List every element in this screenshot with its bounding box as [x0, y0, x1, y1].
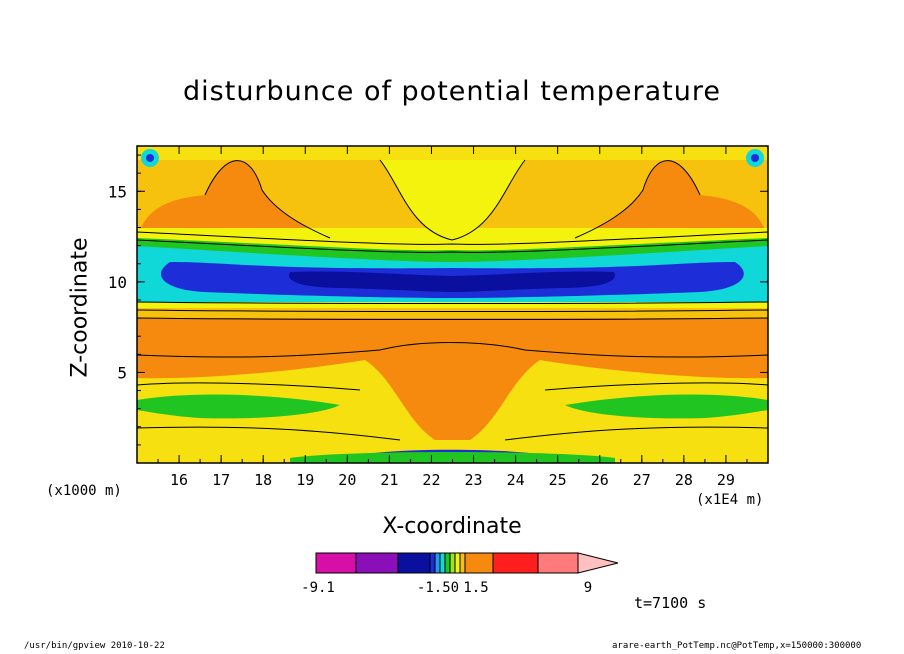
colorbar-label: 1.5 — [463, 580, 488, 596]
corner-spot-right-core — [751, 154, 759, 162]
x-tick-label: 25 — [549, 471, 567, 489]
colorbar-segment — [434, 552, 441, 574]
colorbar-segment — [464, 552, 494, 574]
y-tick-label: 15 — [108, 182, 127, 201]
colorbar-segment — [454, 552, 461, 574]
x-tick-label: 21 — [380, 471, 398, 489]
x-tick-label: 16 — [170, 471, 188, 489]
x-tick-label: 26 — [591, 471, 609, 489]
y-tick-label: 10 — [108, 273, 127, 292]
dark-blue-core — [288, 271, 616, 292]
x-tick-label: 20 — [338, 471, 356, 489]
colorbar-segment — [429, 552, 436, 574]
x-axis-unit: (x1E4 m) — [696, 492, 764, 508]
colorbar-segment — [439, 552, 446, 574]
colorbar-segment — [449, 552, 456, 574]
x-axis-ticks: 16 17 18 19 20 21 22 23 24 25 26 27 28 29 — [157, 146, 748, 489]
upper-left-dome — [140, 160, 330, 242]
x-tick-label: 28 — [675, 471, 693, 489]
colorbar-label: -1.50 — [417, 580, 459, 596]
y-axis-ticks: 5 10 15 — [108, 154, 768, 446]
y-axis-unit: (x1000 m) — [46, 483, 122, 499]
x-tick-label: 29 — [717, 471, 735, 489]
y-tick-label: 5 — [117, 363, 127, 382]
upper-yellow-band — [137, 228, 768, 250]
x-tick-label: 19 — [296, 471, 314, 489]
bottom-green — [290, 452, 615, 463]
colorbar-segment — [492, 552, 539, 574]
x-tick-label: 24 — [507, 471, 525, 489]
x-tick-label: 22 — [422, 471, 440, 489]
lower-green-left — [137, 394, 340, 419]
colorbar-arrow — [577, 552, 619, 574]
center-top-yellow — [380, 160, 525, 240]
footer-left: /usr/bin/gpview 2010-10-22 — [24, 641, 165, 651]
time-label: t=7100 s — [634, 594, 707, 612]
x-tick-label: 27 — [633, 471, 651, 489]
x-tick-label: 17 — [212, 471, 230, 489]
chart-title: disturbunce of potential temperature — [183, 76, 721, 107]
x-tick-label: 18 — [254, 471, 272, 489]
main-orange-band — [137, 318, 768, 440]
colorbar-label: -9.1 — [301, 580, 335, 596]
upper-right-dome — [575, 160, 765, 242]
colorbar-segment — [397, 552, 431, 574]
x-tick-label: 23 — [465, 471, 483, 489]
colorbar-segment — [315, 552, 357, 574]
colorbar-segment — [355, 552, 399, 574]
lower-green-right — [565, 394, 768, 419]
colorbar-segment — [444, 552, 451, 574]
colorbar: -9.1 -1.50 1.5 9 — [301, 552, 619, 596]
corner-spot-left-core — [146, 154, 154, 162]
x-axis-label: X-coordinate — [382, 514, 522, 539]
contour-lines — [137, 159, 768, 441]
temperature-field — [137, 146, 768, 463]
colorbar-segment — [537, 552, 579, 574]
colorbar-segment — [459, 552, 466, 574]
colorbar-label: 9 — [584, 580, 592, 596]
lower-light-orange-band — [137, 308, 768, 318]
footer-right: arare-earth_PotTemp.nc@PotTemp,x=150000:… — [612, 641, 862, 651]
